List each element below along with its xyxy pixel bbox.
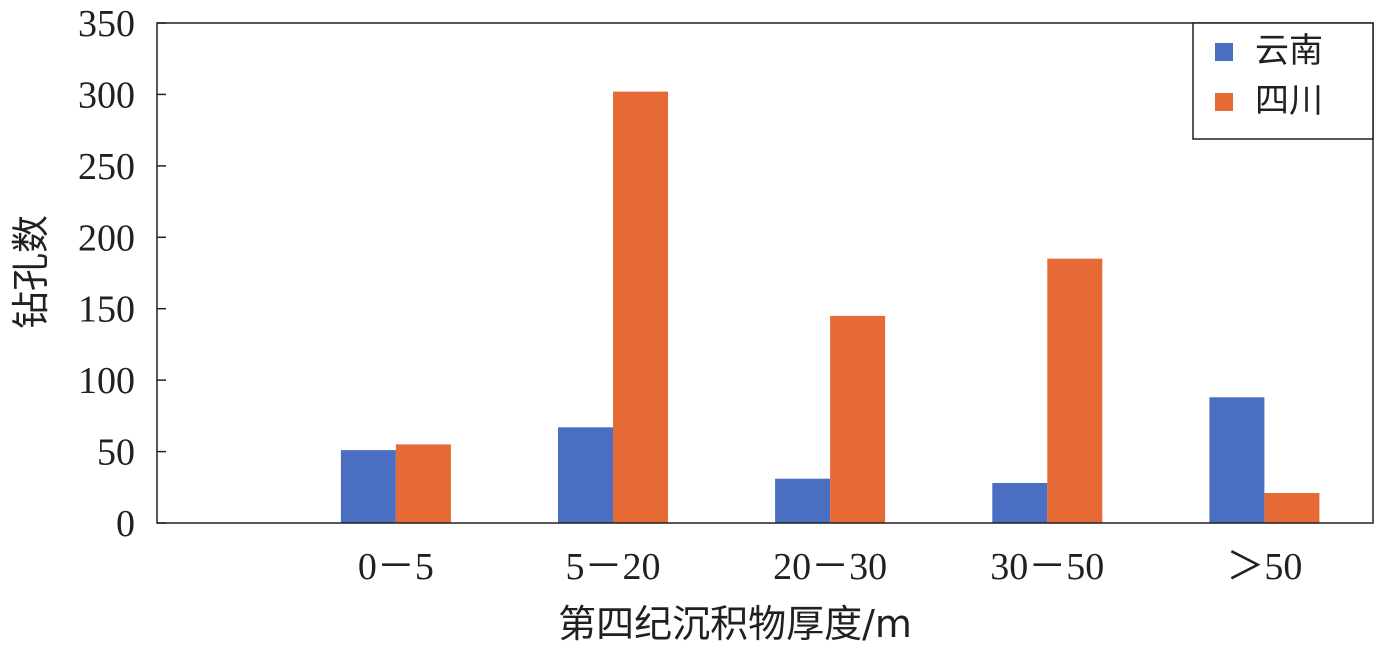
bar-yunnan-1 [558,427,613,523]
x-axis-title: 第四纪沉积物厚度/m [558,602,912,646]
legend-box [1192,22,1374,140]
y-tick-label: 150 [78,289,135,331]
y-tick-label: 300 [78,74,135,116]
bar-yunnan-3 [992,483,1048,523]
bars-layer [340,91,1320,523]
y-tick-label: 250 [78,146,135,188]
x-tick-label: 30－50 [990,546,1104,588]
bar-yunnan-2 [775,478,831,523]
plot-frame [156,22,1374,524]
x-tick-label: 20－30 [773,546,887,588]
bar-sichuan-0 [395,444,451,523]
legend-label: 云南 [1255,31,1323,71]
y-tick-label: 200 [78,217,135,259]
axes-layer: 0－5 5－20 20－30 30－50 ＞50 0 50 100 150 200 250 300 35… [78,3,1374,588]
y-tick-label: 50 [97,432,135,474]
x-tick-label: 5－20 [565,546,660,588]
y-tick-label: 100 [78,360,135,402]
x-tick-label: 0－5 [358,546,434,588]
bar-sichuan-3 [1047,258,1103,523]
bar-sichuan-4 [1264,493,1320,523]
y-tick-label: 0 [116,503,135,545]
bar-sichuan-2 [830,315,886,523]
legend-swatch [1215,43,1233,61]
y-axis-title: 钻孔数 [9,215,53,329]
legend-label: 四川 [1255,81,1323,121]
x-tick-label: ＞50 [1226,546,1302,588]
bar-yunnan-0 [340,450,396,523]
y-tick-label: 350 [78,3,135,45]
bar-sichuan-1 [613,91,668,523]
legend-swatch [1215,93,1233,111]
bar-yunnan-4 [1209,397,1265,523]
